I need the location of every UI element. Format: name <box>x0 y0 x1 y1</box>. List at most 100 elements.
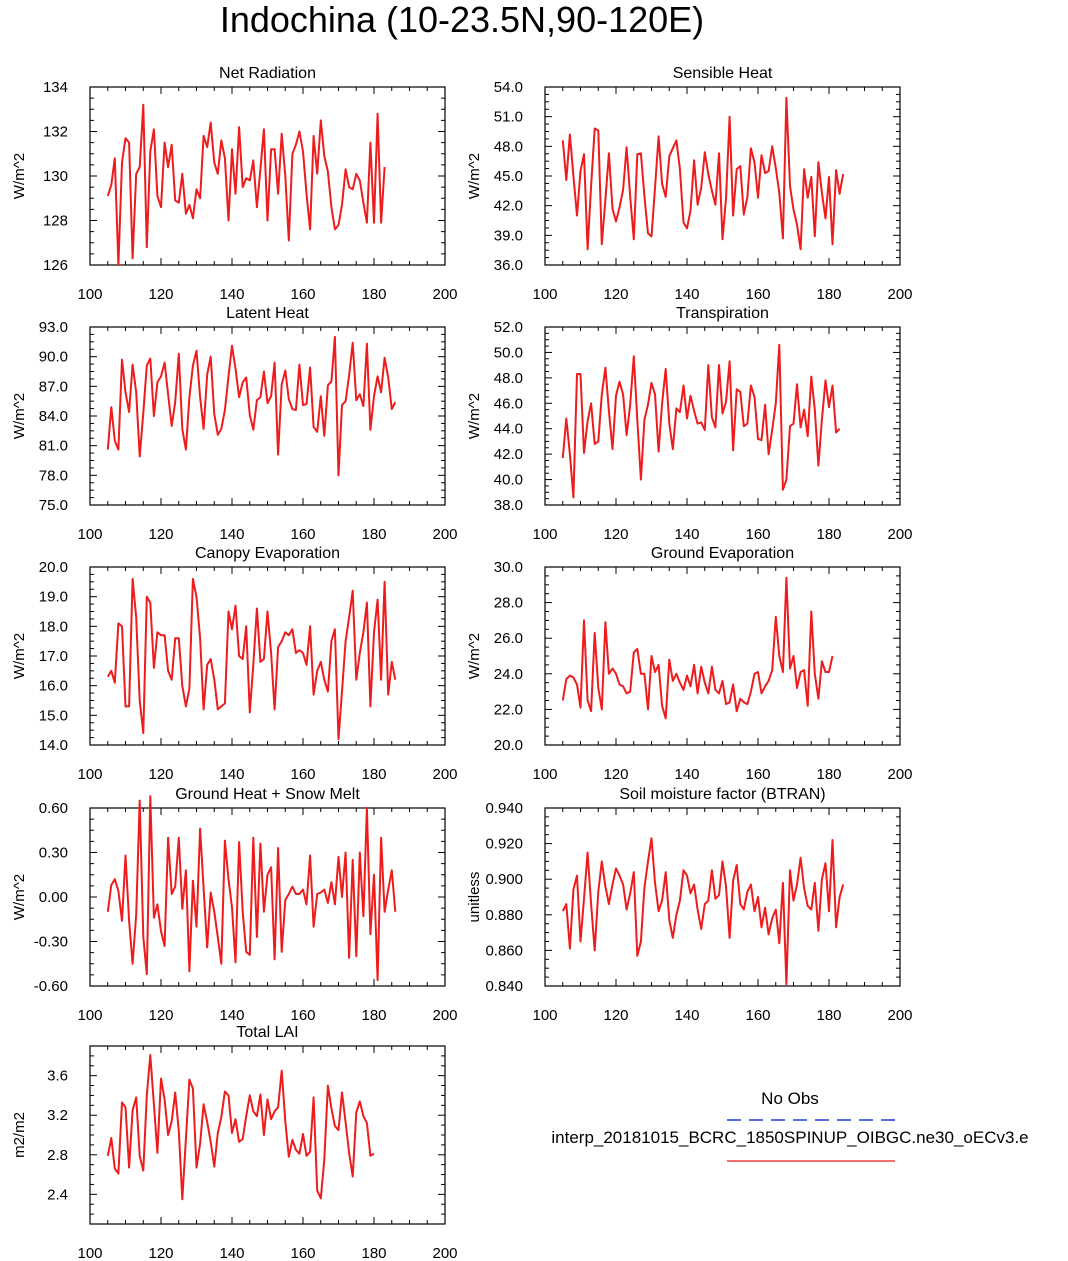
x-tick-label: 140 <box>674 1007 699 1024</box>
x-tick-label: 160 <box>290 1007 315 1024</box>
x-tick-label: 200 <box>887 1007 912 1024</box>
x-tick-label: 180 <box>816 526 841 543</box>
series-line <box>106 577 397 741</box>
x-tick-label: 100 <box>532 526 557 543</box>
panel-title: Latent Heat <box>226 305 309 322</box>
y-tick-label: 14.0 <box>39 737 68 754</box>
panel-title: Net Radiation <box>219 65 316 82</box>
x-tick-label: 180 <box>361 1007 386 1024</box>
x-tick-label: 120 <box>148 526 173 543</box>
x-tick-label: 200 <box>432 526 457 543</box>
plot-frame <box>89 1045 446 1225</box>
x-tick-label: 120 <box>148 286 173 303</box>
x-tick-label: 140 <box>674 286 699 303</box>
y-tick-label: 15.0 <box>39 707 68 724</box>
x-tick-label: 160 <box>290 766 315 783</box>
x-tick-label: 180 <box>816 1007 841 1024</box>
y-tick-label: -0.60 <box>34 978 68 995</box>
y-tick-label: 36.0 <box>494 257 523 274</box>
series-line <box>106 103 386 266</box>
x-tick-label: 100 <box>77 286 102 303</box>
y-tick-label: 20.0 <box>39 559 68 576</box>
series-line <box>106 1053 375 1201</box>
y-axis-label: m2/m2 <box>11 1112 28 1158</box>
x-tick-label: 160 <box>745 1007 770 1024</box>
x-tick-label: 120 <box>603 766 628 783</box>
y-tick-label: 30.0 <box>494 559 523 576</box>
y-tick-label: 90.0 <box>39 349 68 366</box>
x-tick-label: 140 <box>674 766 699 783</box>
y-tick-label: 0.00 <box>39 889 68 906</box>
legend-obs-label: No Obs <box>761 1089 819 1108</box>
x-tick-label: 100 <box>77 1245 102 1261</box>
chart-panel-4: 100 120 140 160 180 200 38.0 40.0 42.0 44.0 46.0 48… <box>466 305 913 543</box>
y-tick-label: 48.0 <box>494 370 523 387</box>
series-line <box>561 576 834 720</box>
chart-panel-2: 100 120 140 160 180 200 36.0 39.0 42.0 45.0 48.0 51… <box>466 65 913 303</box>
y-tick-label: 75.0 <box>39 497 68 514</box>
x-tick-label: 180 <box>816 286 841 303</box>
legend-model-label: interp_20181015_BCRC_1850SPINUP_OIBGC.ne… <box>551 1128 1029 1147</box>
y-axis-label: W/m^2 <box>11 633 28 679</box>
y-axis-label: W/m^2 <box>11 874 28 920</box>
y-tick-label: 128 <box>43 213 68 230</box>
y-tick-label: 42.0 <box>494 446 523 463</box>
y-axis-label: W/m^2 <box>466 393 483 439</box>
y-tick-label: 46.0 <box>494 395 523 412</box>
y-tick-label: 3.2 <box>47 1107 68 1124</box>
y-tick-label: 132 <box>43 124 68 141</box>
panel-title: Sensible Heat <box>673 65 773 82</box>
chart-panel-9: 100 120 140 160 180 200 2.4 2.8 3.2 3.6 Total LAI m… <box>11 1024 458 1261</box>
plot-frame <box>544 566 901 746</box>
y-tick-label: 42.0 <box>494 198 523 215</box>
y-tick-label: 126 <box>43 257 68 274</box>
y-tick-label: 87.0 <box>39 378 68 395</box>
x-tick-label: 120 <box>603 1007 628 1024</box>
y-tick-label: 84.0 <box>39 408 68 425</box>
y-tick-label: 22.0 <box>494 701 523 718</box>
y-tick-label: 38.0 <box>494 497 523 514</box>
x-tick-label: 140 <box>219 526 244 543</box>
x-tick-label: 140 <box>219 286 244 303</box>
y-tick-label: 134 <box>43 79 68 96</box>
x-tick-label: 200 <box>432 766 457 783</box>
y-tick-label: 0.30 <box>39 845 68 862</box>
y-tick-label: 0.860 <box>485 942 523 959</box>
x-tick-label: 180 <box>816 766 841 783</box>
y-axis-label: W/m^2 <box>11 393 28 439</box>
y-tick-label: 81.0 <box>39 438 68 455</box>
panel-title: Transpiration <box>676 305 769 322</box>
y-tick-label: 2.8 <box>47 1147 68 1164</box>
chart-panel-6: 100 120 140 160 180 200 20.0 22.0 24.0 26.0 28.0 30… <box>466 545 913 783</box>
chart-panel-1: 100 120 140 160 180 200 126 128 130 132 134 Net Rad… <box>11 65 458 303</box>
y-tick-label: 18.0 <box>39 618 68 635</box>
y-tick-label: 16.0 <box>39 678 68 695</box>
y-tick-label: 0.840 <box>485 978 523 995</box>
y-tick-label: 39.0 <box>494 227 523 244</box>
x-tick-label: 140 <box>219 1245 244 1261</box>
plot-frame <box>544 326 901 506</box>
y-tick-label: -0.30 <box>34 934 68 951</box>
x-tick-label: 200 <box>887 286 912 303</box>
series-line <box>106 795 397 982</box>
y-tick-label: 0.900 <box>485 871 523 888</box>
x-tick-label: 100 <box>77 1007 102 1024</box>
x-tick-label: 160 <box>290 526 315 543</box>
y-tick-label: 17.0 <box>39 648 68 665</box>
x-tick-label: 120 <box>603 526 628 543</box>
y-tick-label: 0.60 <box>39 800 68 817</box>
y-tick-label: 48.0 <box>494 138 523 155</box>
y-tick-label: 51.0 <box>494 109 523 126</box>
panel-title: Ground Evaporation <box>651 545 794 562</box>
x-tick-label: 100 <box>532 1007 557 1024</box>
x-tick-label: 120 <box>148 766 173 783</box>
x-tick-label: 140 <box>219 766 244 783</box>
y-tick-label: 130 <box>43 168 68 185</box>
x-tick-label: 120 <box>148 1007 173 1024</box>
y-tick-label: 28.0 <box>494 595 523 612</box>
plot-frame <box>89 807 446 987</box>
x-tick-label: 100 <box>77 766 102 783</box>
chart-panel-8: 100 120 140 160 180 200 0.840 0.860 0.880 0.900 0.… <box>466 786 913 1024</box>
x-tick-label: 100 <box>532 286 557 303</box>
y-tick-label: 2.4 <box>47 1186 68 1203</box>
